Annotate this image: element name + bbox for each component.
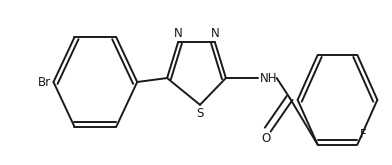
Text: F: F (359, 128, 366, 141)
Text: Br: Br (37, 76, 51, 88)
Text: N: N (211, 27, 219, 40)
Text: S: S (196, 107, 204, 120)
Text: O: O (261, 132, 270, 145)
Text: N: N (174, 27, 182, 40)
Text: NH: NH (260, 72, 277, 84)
